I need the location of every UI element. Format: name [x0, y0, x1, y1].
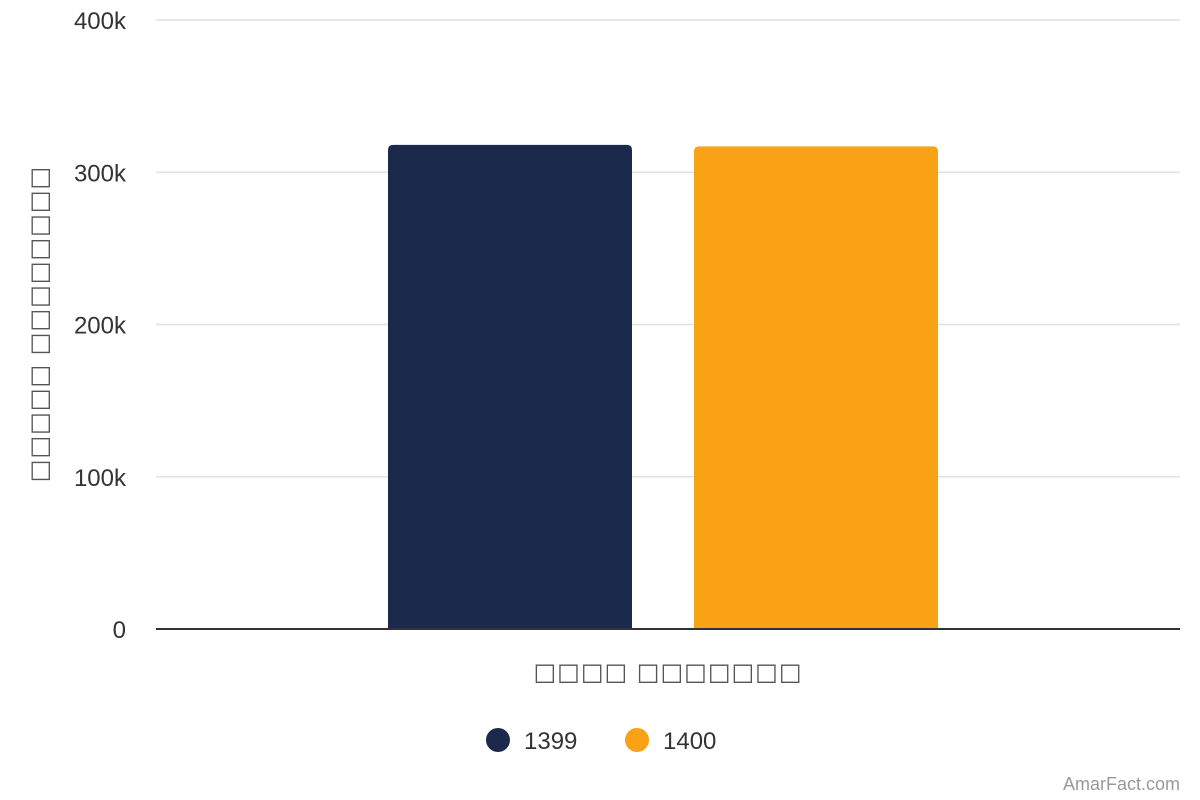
bar-1400	[694, 146, 938, 629]
x-axis-title: □□□□ □□□□□□□	[533, 658, 802, 686]
legend-label-1400: 1400	[663, 728, 716, 755]
bar-1399	[388, 144, 632, 629]
bars	[388, 144, 938, 629]
y-tick-label: 100k	[74, 465, 127, 492]
legend-marker-1400	[625, 728, 649, 752]
y-tick-label: 300k	[74, 160, 127, 187]
y-tick-label: 0	[113, 617, 126, 644]
gridlines	[156, 19, 1180, 478]
y-tick-label: 400k	[74, 8, 127, 35]
y-tick-label: 200k	[74, 313, 127, 340]
legend-marker-1399	[486, 728, 510, 752]
legend-label-1399: 1399	[524, 728, 577, 755]
y-tick-labels: 0 100k 200k 300k 400k	[74, 8, 127, 644]
legend: 1399 1400	[486, 728, 716, 755]
credit-text: AmarFact.com	[1063, 774, 1180, 794]
y-axis-title: □□□□□ □□□□□□□□	[25, 166, 53, 482]
